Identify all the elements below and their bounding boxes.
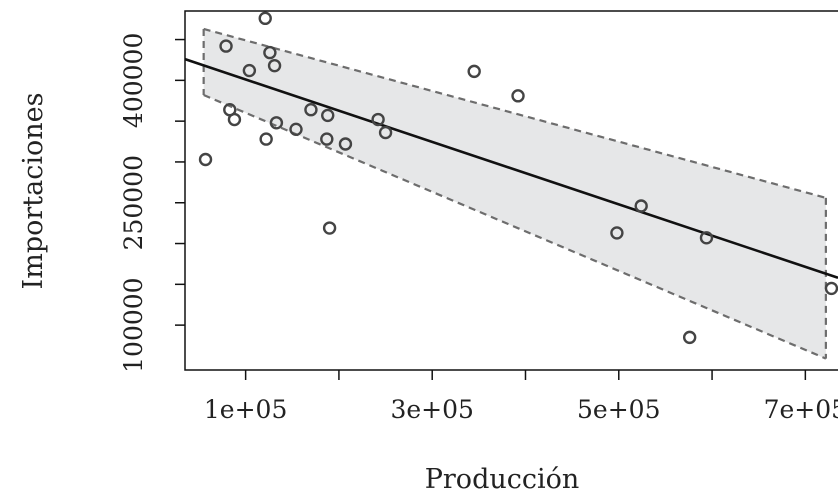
data-point: [511, 89, 525, 103]
data-point: [824, 281, 838, 296]
x-axis-label: Producción: [425, 464, 580, 495]
y-tick-label: 250000: [119, 155, 148, 250]
data-point: [263, 45, 277, 60]
data-point: [467, 64, 481, 79]
data-point: [699, 231, 714, 245]
data-point: [338, 137, 353, 151]
data-point: [219, 39, 233, 53]
data-point: [322, 221, 337, 235]
data-point: [259, 132, 273, 146]
data-point: [610, 226, 624, 240]
data-point: [682, 330, 697, 345]
x-tick-label: 1e+05: [204, 395, 287, 424]
data-points: [198, 11, 838, 345]
data-point: [267, 58, 282, 73]
data-point: [634, 199, 648, 213]
y-axis: 100000 250000 400000: [119, 33, 185, 373]
data-point: [198, 152, 213, 167]
data-point: [378, 125, 393, 140]
data-point: [371, 112, 385, 127]
data-point: [258, 11, 272, 26]
confidence-band-lower-edge: [203, 94, 827, 360]
x-tick-label: 7e+05: [764, 395, 838, 424]
y-axis-label: Importaciones: [18, 93, 49, 290]
x-tick-label: 3e+05: [390, 395, 473, 424]
plot-frame: [184, 10, 838, 371]
data-point: [242, 63, 257, 78]
y-tick-label: 100000: [119, 277, 148, 372]
data-point: [269, 116, 284, 130]
data-point: [227, 112, 242, 127]
data-point: [321, 108, 335, 123]
data-point: [320, 132, 334, 146]
data-point: [304, 103, 318, 117]
x-tick-label: 5e+05: [577, 395, 660, 424]
y-tick-label: 400000: [119, 33, 148, 128]
regression-line: [184, 57, 838, 280]
confidence-band: [203, 28, 826, 359]
data-point: [289, 122, 303, 137]
x-axis: 1e+05 3e+05 5e+05 7e+05: [204, 370, 838, 424]
